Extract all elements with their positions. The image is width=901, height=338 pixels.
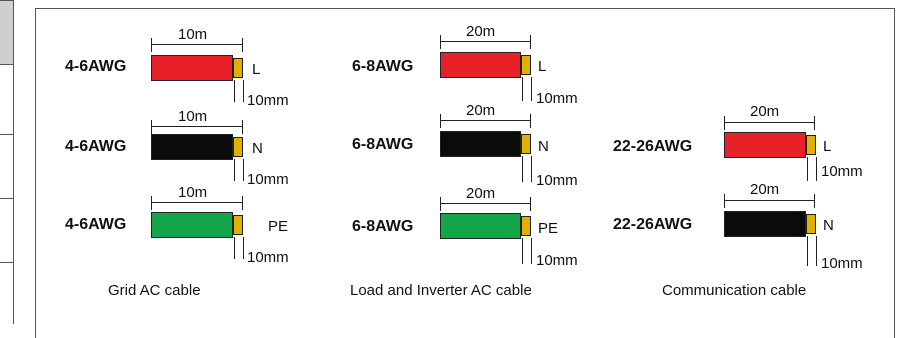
- strip-length-label: 10mm: [536, 252, 578, 269]
- strip-marker: [522, 238, 523, 264]
- conductor-label: N: [823, 217, 834, 234]
- strip-marker: [816, 157, 817, 181]
- strip-length-label: 10mm: [821, 255, 863, 272]
- strip-marker: [234, 159, 235, 181]
- stripped-tip: [233, 58, 243, 78]
- conductor-label: L: [538, 58, 547, 75]
- strip-marker: [816, 236, 817, 266]
- length-label: 10m: [178, 184, 208, 201]
- awg-label: 4-6AWG: [65, 216, 127, 233]
- strip-marker: [234, 80, 235, 102]
- length-dimension: [724, 194, 815, 208]
- cable-insulation: [724, 211, 806, 237]
- stripped-tip: [521, 55, 531, 75]
- length-dimension: [151, 120, 243, 134]
- length-label: 10m: [178, 108, 208, 125]
- awg-label: 4-6AWG: [65, 58, 127, 75]
- length-dimension: [440, 35, 531, 49]
- table-cell: [0, 198, 14, 263]
- cable-insulation: [151, 134, 233, 160]
- strip-marker: [522, 77, 523, 101]
- awg-label: 6-8AWG: [352, 136, 414, 153]
- strip-length-label: 10mm: [821, 163, 863, 180]
- strip-marker: [807, 157, 808, 181]
- table-cell: [0, 262, 14, 324]
- group-caption: Communication cable: [662, 282, 807, 299]
- strip-length-label: 10mm: [536, 172, 578, 189]
- stripped-tip: [233, 137, 243, 157]
- length-label: 20m: [466, 102, 496, 119]
- length-label: 20m: [466, 185, 496, 202]
- strip-length-label: 10mm: [247, 92, 289, 109]
- awg-label: 22-26AWG: [613, 216, 693, 233]
- cable-insulation: [151, 55, 233, 81]
- table-cell: [0, 0, 14, 65]
- length-dimension: [724, 116, 815, 130]
- length-label: 20m: [466, 23, 496, 40]
- strip-marker: [807, 236, 808, 266]
- cable-insulation: [151, 212, 233, 238]
- table-cell: [0, 134, 14, 199]
- strip-marker: [243, 237, 244, 259]
- stripped-tip: [806, 214, 816, 234]
- cable-insulation: [440, 131, 521, 157]
- awg-label: 6-8AWG: [352, 58, 414, 75]
- conductor-label: L: [823, 138, 832, 155]
- conductor-label: N: [252, 140, 263, 157]
- cable-insulation: [724, 132, 806, 158]
- strip-marker: [234, 237, 235, 259]
- stripped-tip: [521, 216, 531, 236]
- length-dimension: [151, 196, 243, 210]
- awg-label: 4-6AWG: [65, 138, 127, 155]
- strip-marker: [243, 80, 244, 102]
- group-caption: Load and Inverter AC cable: [350, 282, 532, 299]
- strip-marker: [243, 159, 244, 181]
- conductor-label: PE: [268, 218, 289, 235]
- cable-insulation: [440, 213, 521, 239]
- length-label: 20m: [750, 103, 780, 120]
- length-dimension: [440, 114, 531, 128]
- awg-label: 22-26AWG: [613, 138, 693, 155]
- stripped-tip: [233, 215, 243, 235]
- conductor-label: PE: [538, 220, 559, 237]
- strip-marker: [522, 156, 523, 182]
- strip-marker: [531, 238, 532, 264]
- strip-length-label: 10mm: [536, 90, 578, 107]
- stripped-tip: [806, 135, 816, 155]
- cable-insulation: [440, 52, 521, 78]
- awg-label: 6-8AWG: [352, 218, 414, 235]
- diagram-frame: [35, 8, 895, 338]
- length-label: 20m: [750, 181, 780, 198]
- length-dimension: [151, 38, 243, 52]
- stripped-tip: [521, 134, 531, 154]
- strip-length-label: 10mm: [247, 171, 289, 188]
- group-caption: Grid AC cable: [108, 282, 201, 299]
- conductor-label: N: [538, 138, 549, 155]
- length-label: 10m: [178, 26, 208, 43]
- strip-marker: [531, 156, 532, 182]
- conductor-label: L: [252, 61, 261, 78]
- strip-marker: [531, 77, 532, 101]
- strip-length-label: 10mm: [247, 249, 289, 266]
- length-dimension: [440, 197, 531, 211]
- left-table-edge: [0, 0, 15, 324]
- table-cell: [0, 64, 14, 135]
